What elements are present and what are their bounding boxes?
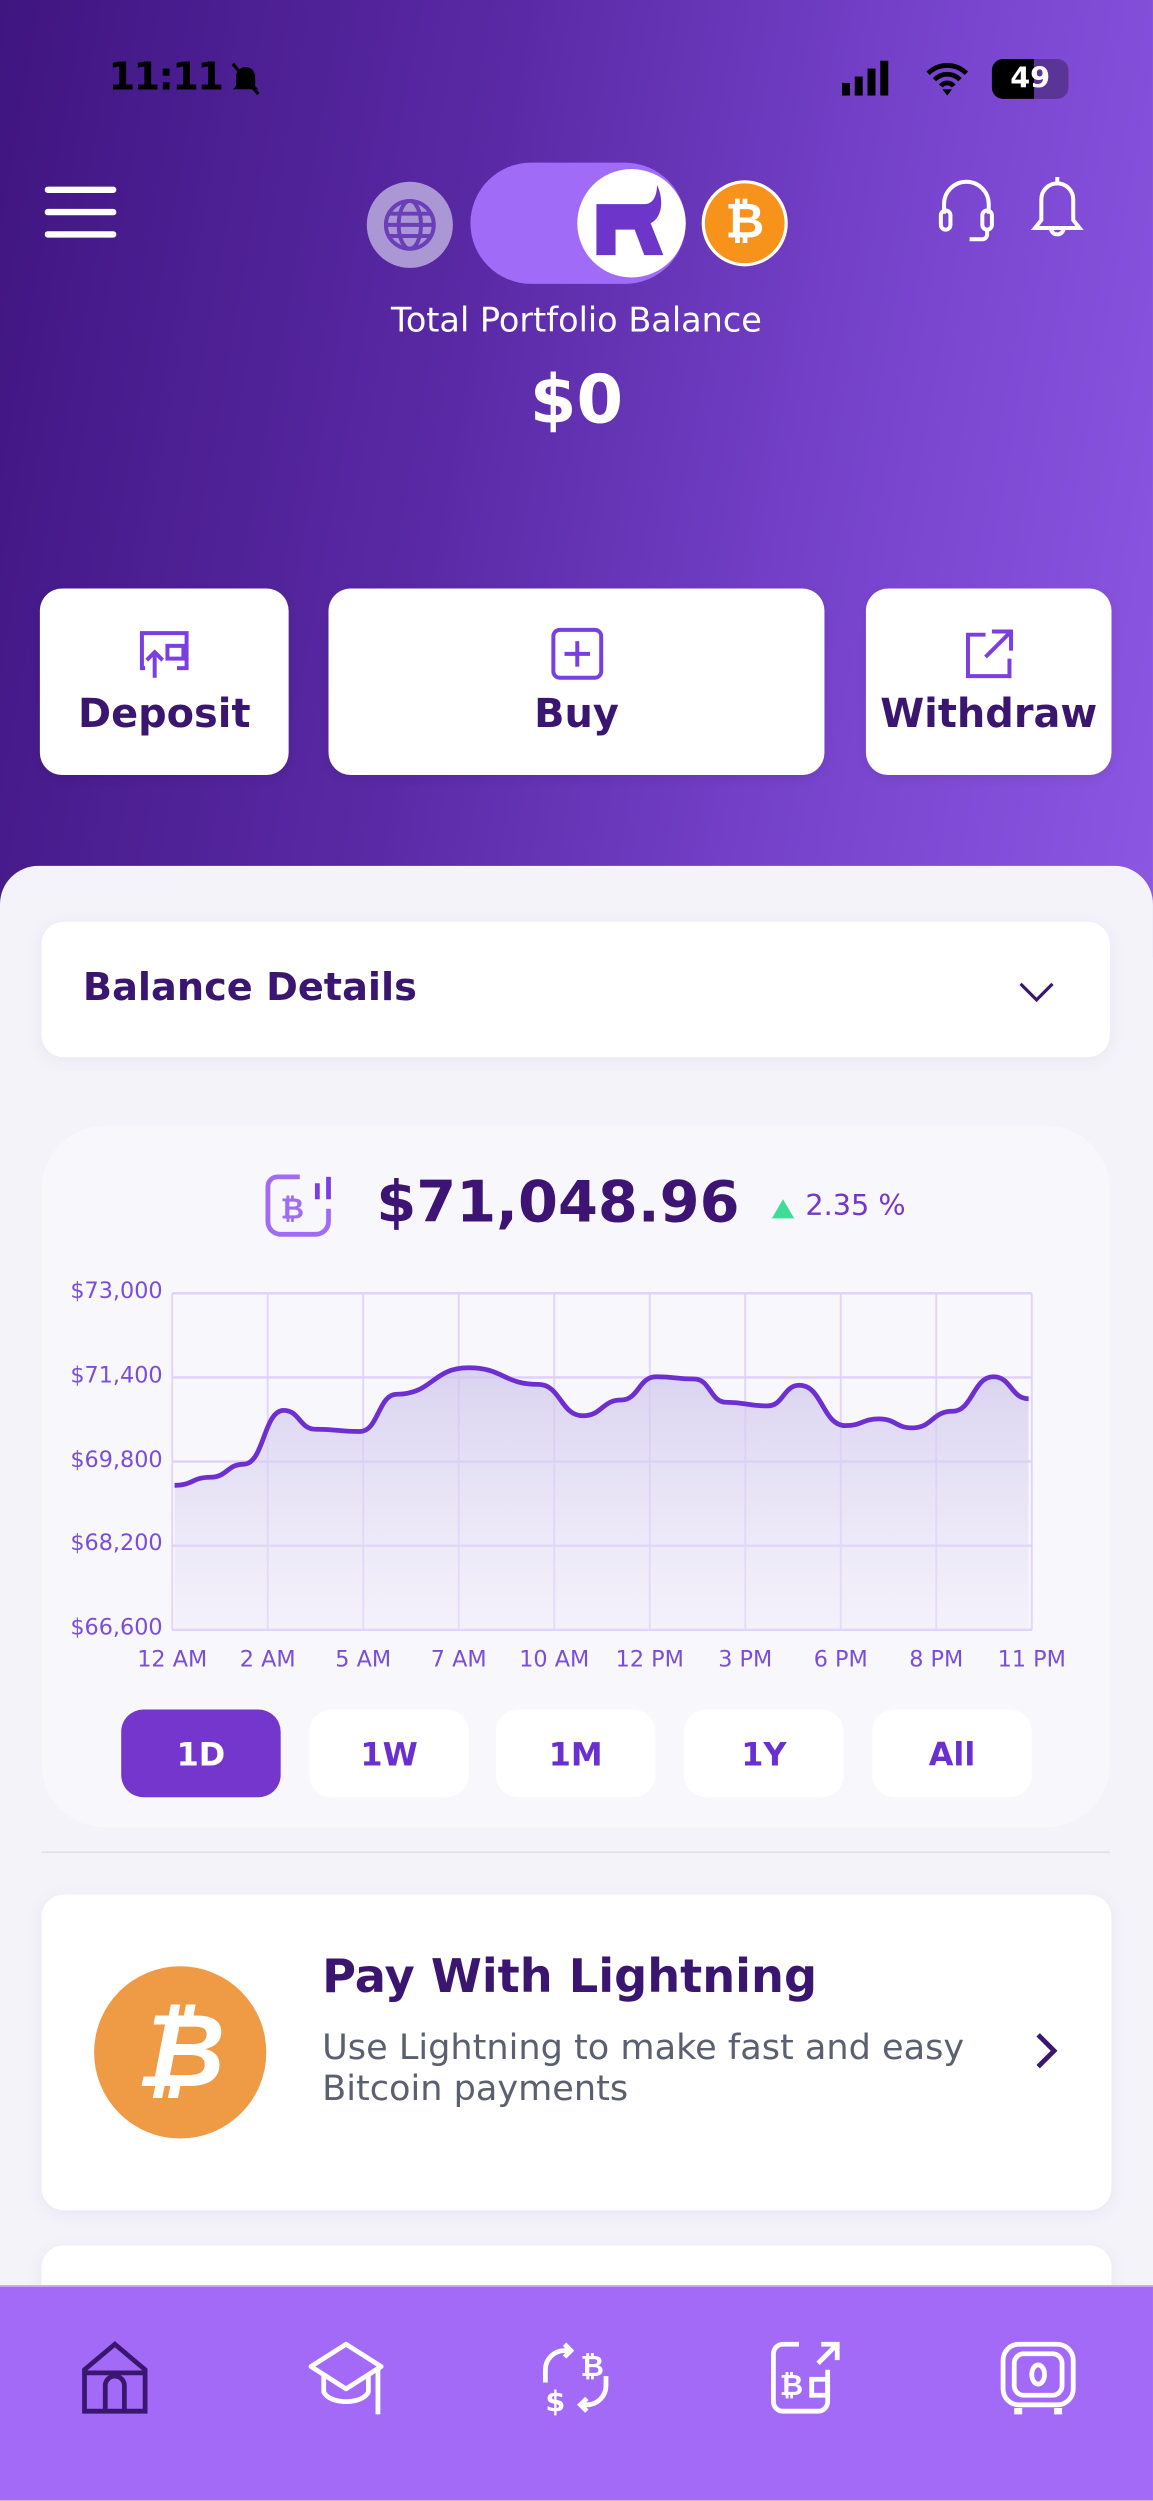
range-1w-button[interactable]: 1W (309, 1710, 468, 1798)
send-btc-icon[interactable]: ₿ (767, 2338, 847, 2418)
promo-description: Use Lightning to make fast and easy Bitc… (322, 2028, 976, 2111)
y-tick-label: $66,600 (70, 1615, 162, 1641)
x-tick-label: 8 PM (909, 1647, 963, 1673)
range-all-button[interactable]: All (872, 1710, 1031, 1798)
x-tick-label: 6 PM (814, 1647, 868, 1673)
divider (41, 1851, 1109, 1853)
y-tick-label: $69,800 (70, 1447, 162, 1473)
svg-text:₿: ₿ (580, 2349, 603, 2383)
y-tick-label: $68,200 (70, 1531, 162, 1557)
graduation-cap-icon[interactable] (301, 2338, 390, 2418)
svg-text:$: $ (545, 2384, 565, 2417)
x-tick-label: 10 AM (519, 1647, 589, 1673)
home-icon[interactable] (75, 2338, 155, 2418)
y-tick-label: $71,400 (70, 1363, 162, 1389)
chevron-right-icon (1033, 2032, 1059, 2070)
pay-with-lightning-card[interactable]: ₿ Pay With Lightning Use Lightning to ma… (41, 1895, 1111, 2211)
svg-text:₿: ₿ (780, 2368, 803, 2402)
range-1y-button[interactable]: 1Y (684, 1710, 843, 1798)
x-tick-label: 3 PM (718, 1647, 772, 1673)
y-tick-label: $73,000 (70, 1279, 162, 1305)
lightning-bitcoin-icon: ₿ (94, 1966, 266, 2138)
promo-title: Pay With Lightning (322, 1949, 817, 2003)
range-1d-button[interactable]: 1D (121, 1710, 280, 1798)
x-tick-label: 5 AM (335, 1647, 391, 1673)
x-tick-label: 7 AM (431, 1647, 487, 1673)
exchange-btc-usd-icon[interactable]: ₿$ (536, 2338, 616, 2418)
x-tick-label: 12 PM (616, 1647, 684, 1673)
x-tick-label: 12 AM (137, 1647, 207, 1673)
range-1m-button[interactable]: 1M (496, 1710, 655, 1798)
x-tick-label: 2 AM (240, 1647, 296, 1673)
price-chart (0, 0, 1153, 1754)
vault-icon[interactable] (998, 2338, 1078, 2418)
x-tick-label: 11 PM (998, 1647, 1066, 1673)
